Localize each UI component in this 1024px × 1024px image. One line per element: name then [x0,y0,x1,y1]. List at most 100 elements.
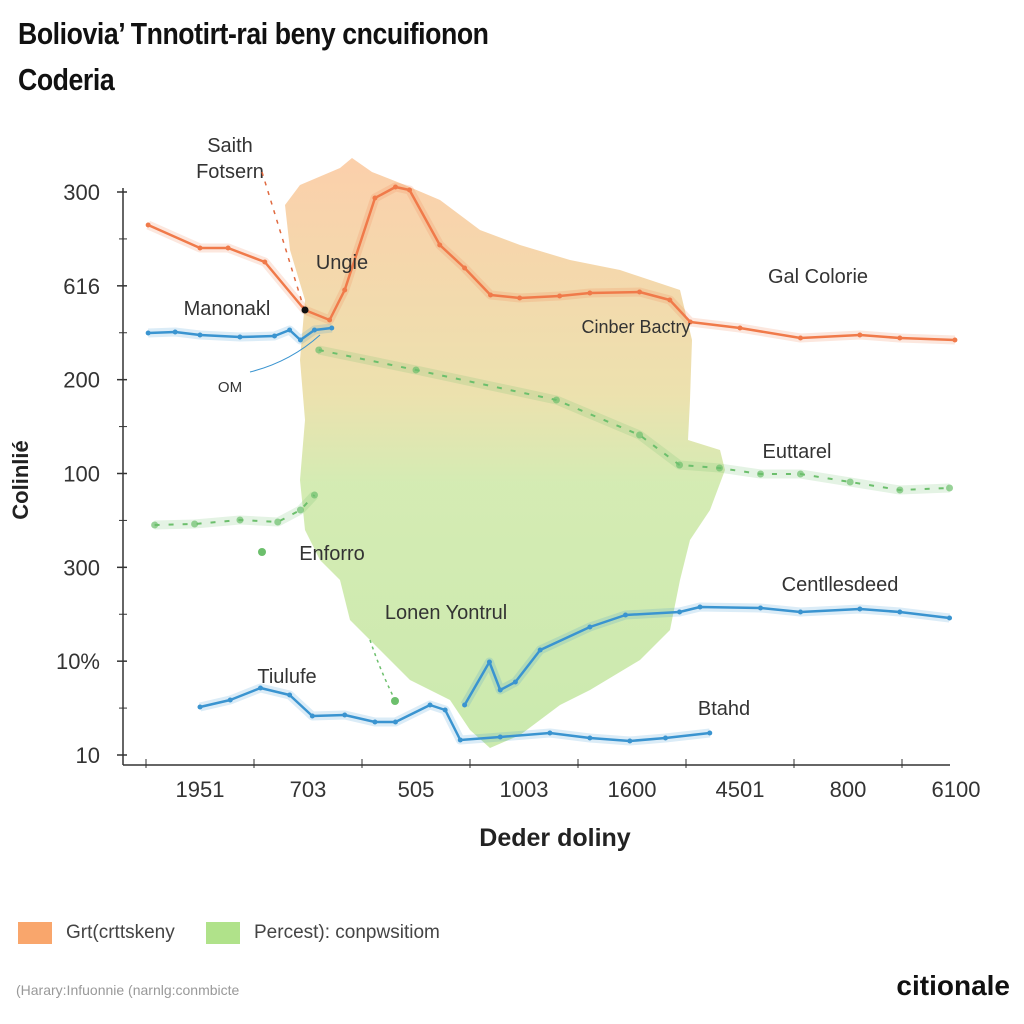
annotation-om: OM [218,379,242,396]
annotation-lonen-yontrul: Lonen Yontrul [385,602,507,624]
data-point [587,290,593,296]
data-point [197,245,203,251]
annotations: Saith Fotsern Ungie Manonakl OM Gal Colo… [184,135,899,720]
data-point [557,293,563,299]
data-point [437,242,443,248]
data-point [497,687,503,693]
data-point [896,486,904,494]
annotation-euttarel: Euttarel [763,441,832,463]
data-point [237,334,243,340]
x-axis-label: Deder doliny [479,824,631,852]
legend-item-orange: Grt(crttskeny [18,922,175,944]
data-point [407,187,413,193]
data-point [547,730,553,736]
data-point [372,195,378,201]
data-point [197,704,203,710]
data-point [342,287,348,293]
data-point [737,325,743,331]
legend-swatch [206,922,240,944]
data-point [191,520,199,528]
data-point [623,612,629,618]
data-point [946,484,954,492]
x-tick-label: 505 [398,777,435,802]
data-point [715,464,723,472]
chart-subtitle: Coderia [18,62,115,97]
data-point [537,647,543,653]
data-point [172,329,178,335]
data-point [697,604,703,610]
data-point [796,470,804,478]
data-point [587,624,593,630]
annotation-fotsern: Fotsern [196,161,264,183]
data-point [311,327,317,333]
data-point [587,735,593,741]
data-point [662,735,668,741]
y-tick-label: 200 [63,368,100,393]
annotation-enforro: Enforro [299,543,365,565]
annotation-gal-colorie: Gal Colorie [768,266,868,288]
chart-title: Boliovia’ Tnnotirt-rai beny cncuifionon [18,16,489,51]
annotation-manonakl: Manonakl [184,298,271,320]
data-point [497,734,503,740]
data-point [287,327,293,333]
brand-logo: citionale [896,970,1010,1001]
region-blob [285,158,725,748]
data-point [329,325,335,331]
data-point [952,337,958,343]
data-point [488,292,494,298]
annotation-ungie: Ungie [316,252,368,274]
annotation-tiulufe: Tiulufe [257,666,316,688]
data-point [857,606,863,612]
data-point [667,297,673,303]
annotation-btahd: Btahd [698,698,750,720]
data-point [462,265,468,271]
legend-label: Grt(crttskeny [66,922,175,943]
data-point [236,516,244,524]
data-point [517,295,523,301]
data-point [552,396,560,404]
orange-line [147,185,955,342]
data-point [225,245,231,251]
x-tick-label: 1600 [608,777,657,802]
x-tick-label: 703 [290,777,327,802]
data-point [627,738,633,744]
y-tick-label: 10 [76,743,100,768]
data-point [412,366,420,374]
y-tick-label: 10% [56,649,100,674]
data-point [197,332,203,338]
data-point [392,719,398,725]
data-point [486,659,492,665]
data-point [636,431,644,439]
data-point [442,707,448,713]
annotation-centllesdeed: Centllesdeed [782,574,899,596]
data-point [274,518,282,526]
data-point [309,713,315,719]
data-point [145,222,151,228]
y-tick-label: 300 [63,180,100,205]
data-point [462,702,468,708]
data-point [947,615,953,621]
data-point [846,478,854,486]
data-point [707,730,713,736]
x-tick-label: 800 [830,777,867,802]
green-dashed-left-glow [154,491,318,530]
data-point [296,506,304,514]
data-point [512,679,518,685]
data-point [757,470,765,478]
x-tick-label: 1003 [500,777,549,802]
data-point [315,346,323,354]
x-tick-label: 6100 [932,777,981,802]
data-point [797,335,803,341]
data-point [297,337,303,343]
blue-rising-line [463,605,950,706]
axes [122,188,950,766]
data-point [372,719,378,725]
data-point [151,521,159,529]
x-tick-label: 4501 [716,777,765,802]
y-tick-label: 300 [63,555,100,580]
data-point [342,712,348,718]
data-point [257,685,263,691]
y-tick-label: 616 [63,274,100,299]
annotation-saith: Saith [207,135,253,157]
